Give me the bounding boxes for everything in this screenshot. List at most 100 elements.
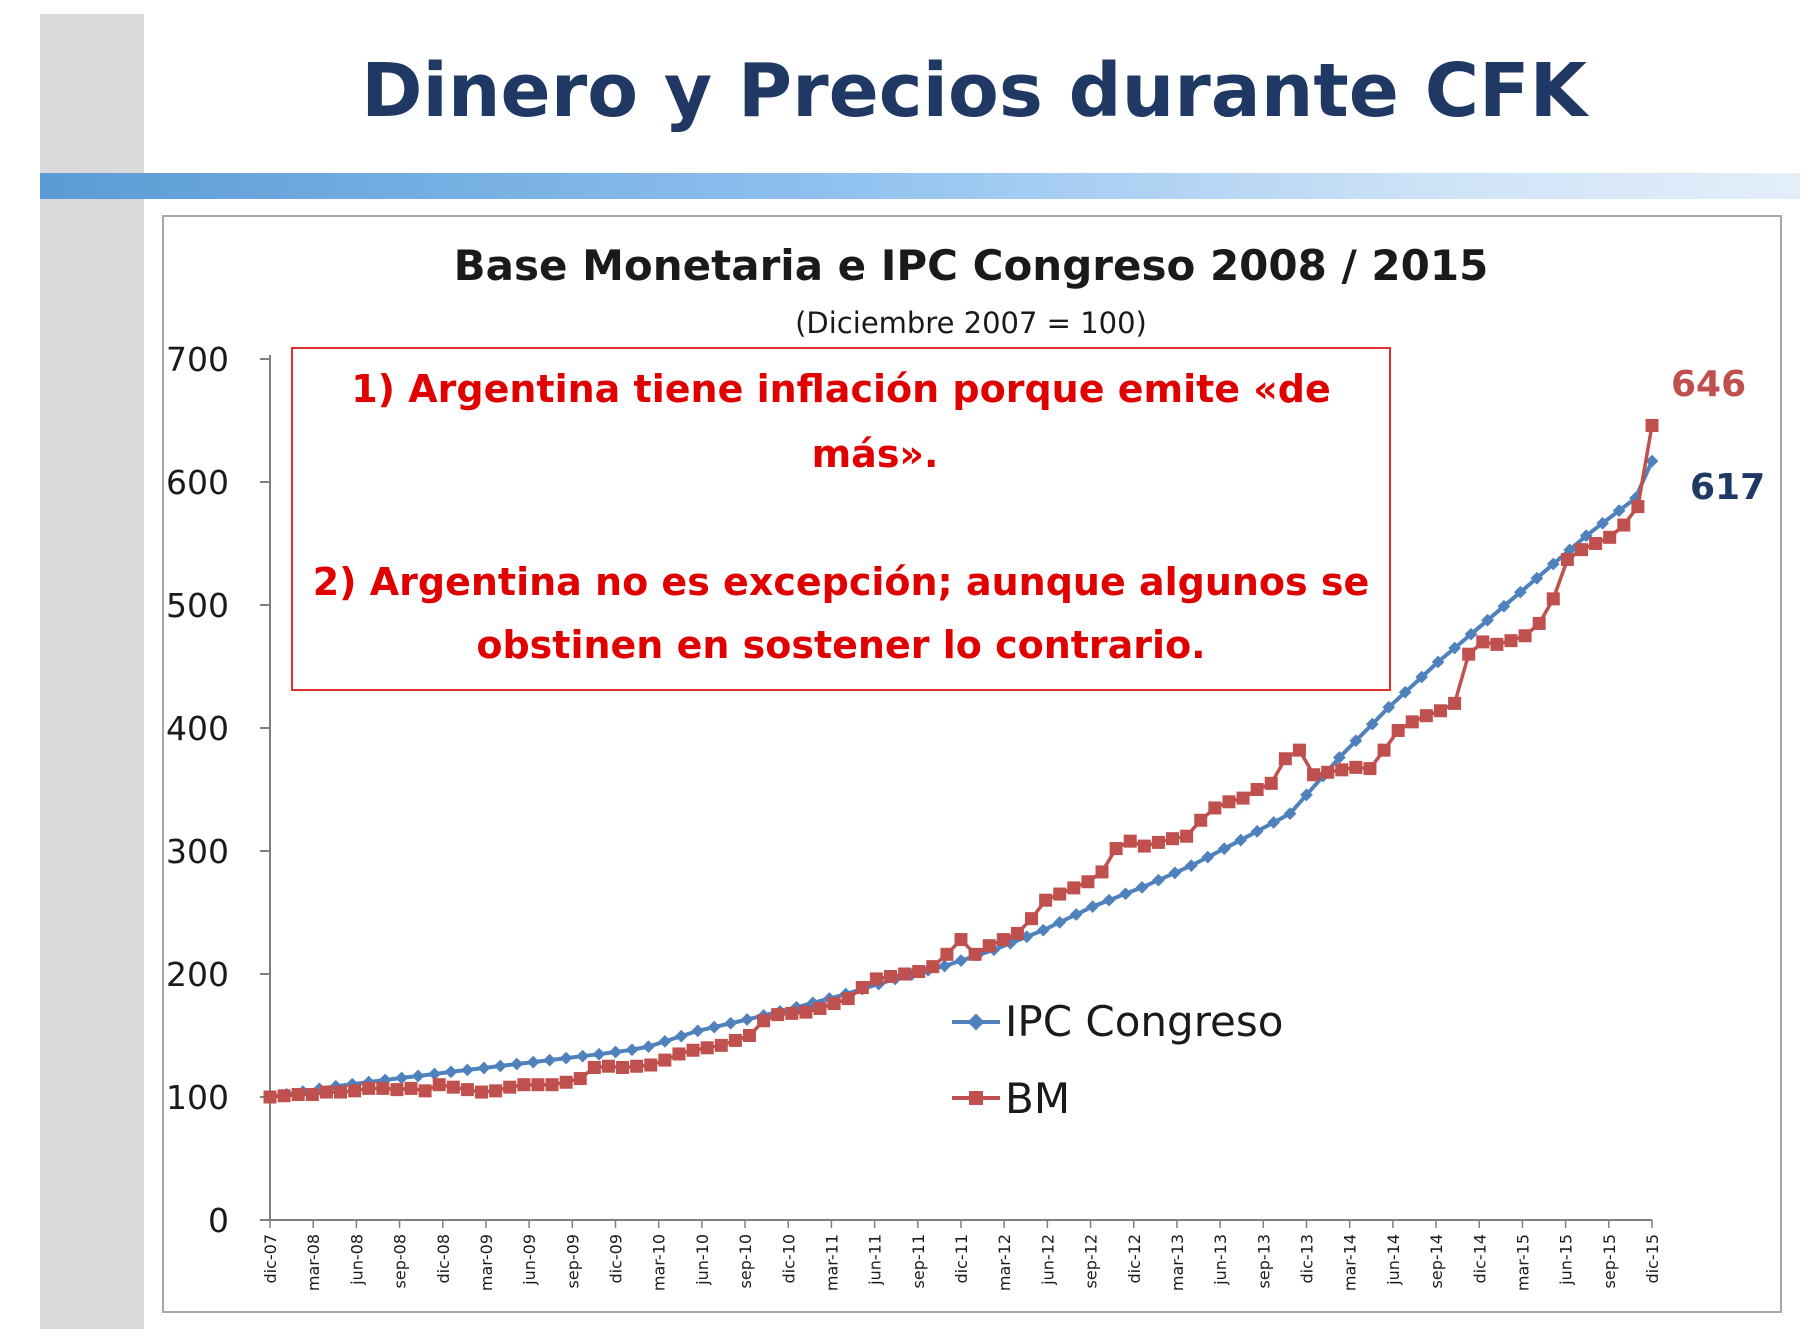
data-point-bm (601, 1059, 615, 1073)
data-point-bm (968, 947, 982, 961)
legend-bm-marker (969, 1091, 983, 1105)
x-tick-label: dic-15 (1643, 1234, 1662, 1284)
data-point-bm (714, 1038, 728, 1052)
data-point-ipc (609, 1045, 622, 1059)
legend: IPC Congreso BM (952, 997, 1283, 1123)
data-point-bm (1349, 760, 1363, 774)
data-point-bm (1645, 418, 1659, 432)
x-tick-label: sep-10 (736, 1234, 755, 1288)
data-point-bm (305, 1088, 319, 1102)
data-point-ipc (1398, 685, 1412, 699)
data-point-ipc (691, 1024, 705, 1038)
data-point-bm (1335, 763, 1349, 777)
x-tick-label: mar-11 (822, 1234, 841, 1291)
data-point-bm (1405, 715, 1419, 729)
data-point-ipc (1102, 893, 1116, 907)
x-tick-label: dic-10 (779, 1234, 798, 1284)
x-tick-label: jun-11 (866, 1234, 885, 1286)
data-point-ipc (1053, 915, 1067, 929)
data-point-ipc (707, 1020, 721, 1034)
data-point-ipc (625, 1043, 639, 1057)
data-point-bm (1067, 881, 1081, 895)
data-point-bm (348, 1084, 362, 1098)
data-point-ipc (938, 959, 951, 973)
data-point-bm (940, 947, 954, 961)
data-point-bm (616, 1060, 630, 1074)
data-point-bm (672, 1047, 686, 1061)
data-point-ipc (724, 1016, 738, 1030)
title-divider (40, 173, 1800, 199)
x-tick-label: dic-09 (607, 1234, 626, 1284)
data-point-bm (982, 939, 996, 953)
data-point-bm (1363, 762, 1377, 776)
data-point-ipc (674, 1029, 688, 1043)
data-point-bm (545, 1078, 559, 1092)
data-point-bm (263, 1090, 277, 1104)
data-point-bm (686, 1043, 700, 1057)
data-point-bm (291, 1088, 305, 1102)
data-point-ipc (1086, 900, 1099, 913)
x-tick-label: dic-11 (952, 1234, 971, 1284)
data-point-bm (1109, 842, 1123, 856)
x-tick-label: sep-11 (909, 1234, 928, 1288)
data-point-bm (630, 1059, 644, 1073)
y-tick-label: 0 (208, 1201, 229, 1240)
data-point-bm (1391, 723, 1405, 737)
legend-ipc-label: IPC Congreso (1005, 997, 1283, 1046)
data-point-bm (1264, 776, 1278, 790)
data-point-bm (573, 1072, 587, 1086)
data-point-bm (926, 960, 940, 974)
x-tick-label: mar-14 (1341, 1234, 1360, 1291)
data-point-ipc (1119, 887, 1132, 901)
data-point-bm (1589, 537, 1603, 550)
data-point-bm (475, 1085, 489, 1099)
data-point-ipc (1300, 788, 1313, 802)
data-point-ipc (1168, 866, 1182, 880)
data-point-ipc (954, 954, 968, 967)
data-point-bm (785, 1006, 799, 1020)
ipc-end-label: 617 (1690, 467, 1765, 508)
x-tick-label: dic-07 (261, 1234, 280, 1284)
data-point-ipc (1267, 816, 1280, 829)
data-point-ipc (576, 1049, 589, 1063)
x-tick-label: dic-08 (434, 1234, 453, 1284)
legend-ipc-marker (967, 1013, 985, 1031)
data-point-ipc (1184, 859, 1198, 873)
data-point-bm (757, 1014, 771, 1028)
data-point-ipc (1135, 881, 1149, 894)
data-point-bm (1250, 783, 1264, 796)
data-point-bm (446, 1080, 460, 1094)
data-point-bm (1081, 875, 1095, 889)
x-tick-label: jun-13 (1211, 1234, 1230, 1286)
legend-bm-label: BM (1005, 1074, 1070, 1123)
data-point-bm (912, 965, 926, 979)
data-point-bm (996, 933, 1010, 947)
x-tick-label: jun-14 (1384, 1234, 1403, 1286)
data-point-ipc (1036, 923, 1050, 937)
y-tick-label: 100 (166, 1078, 229, 1117)
data-point-ipc (1333, 751, 1346, 764)
data-point-bm (1433, 704, 1447, 718)
data-point-bm (1419, 709, 1433, 723)
data-point-bm (869, 972, 883, 986)
data-point-bm (503, 1080, 517, 1094)
x-tick-label: sep-13 (1254, 1234, 1273, 1288)
x-tick-label: dic-12 (1125, 1234, 1144, 1284)
x-tick-label: jun-08 (347, 1234, 366, 1286)
data-point-bm (1292, 743, 1306, 757)
x-tick-label: dic-13 (1298, 1234, 1317, 1284)
x-tick-label: jun-12 (1038, 1234, 1057, 1286)
x-tick-label: mar-10 (650, 1234, 669, 1291)
data-point-bm (587, 1060, 601, 1074)
data-point-bm (1151, 835, 1165, 849)
data-point-bm (1180, 829, 1194, 843)
data-point-bm (771, 1008, 785, 1022)
data-point-bm (1278, 752, 1292, 766)
data-point-bm (855, 981, 869, 995)
data-point-ipc (642, 1040, 655, 1053)
x-tick-label: mar-12 (995, 1234, 1014, 1291)
data-point-bm (531, 1078, 545, 1092)
data-point-ipc (1201, 850, 1215, 864)
data-point-bm (362, 1081, 376, 1095)
data-point-bm (1603, 530, 1617, 544)
